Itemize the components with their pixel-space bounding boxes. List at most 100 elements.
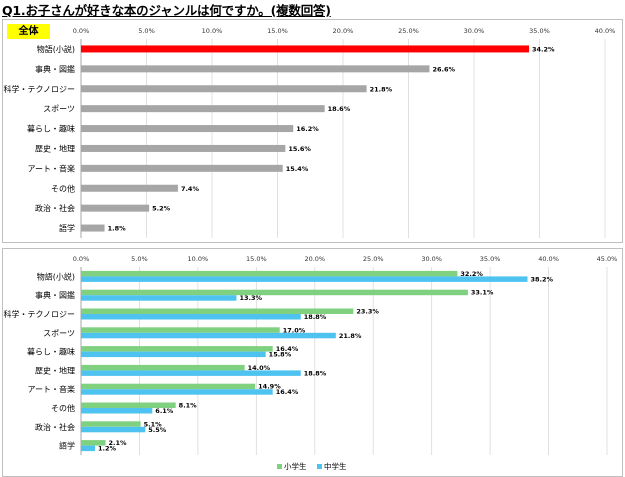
category-label: 暮らし・趣味 (27, 124, 75, 134)
grade-comparison-chart: 0.0% 5.0% 10.0% 15.0% 20.0% 25.0% 30.0% 35.0% 40… (3, 255, 618, 471)
data-label: 5.5% (148, 426, 167, 434)
category-label: 物語(小説) (37, 44, 75, 54)
x-tick-label: 10.0% (188, 255, 209, 263)
x-tick-label: 35.0% (529, 27, 550, 35)
x-tick-label: 35.0% (480, 255, 501, 263)
legend-swatch (317, 464, 322, 469)
data-label: 16.4% (276, 388, 299, 396)
bar-elementary (81, 402, 176, 408)
bar-junior-high (81, 351, 266, 358)
data-label: 26.6% (432, 65, 455, 73)
category-label: 政治・社会 (35, 203, 75, 213)
data-label: 18.6% (328, 105, 351, 113)
bar-elementary (81, 289, 468, 296)
data-label: 23.3% (356, 308, 379, 316)
data-label: 15.6% (288, 145, 311, 153)
bar-junior-high (81, 445, 96, 452)
overall-chart: 0.0% 5.0% 10.0% 15.0% 20.0% 25.0% 30.0% 35.0% 40… (3, 27, 616, 238)
data-label: 8.1% (179, 402, 198, 410)
data-label: 13.3% (239, 294, 262, 302)
bar-junior-high (81, 276, 528, 282)
data-label: 21.8% (339, 332, 362, 340)
data-label: 5.1% (144, 420, 163, 428)
category-label: 物語(小説) (37, 271, 75, 281)
data-label: 15.8% (269, 351, 292, 359)
category-label: スポーツ (43, 329, 75, 338)
data-label: 2.1% (109, 439, 128, 447)
category-label: その他 (51, 183, 75, 193)
category-label: その他 (51, 403, 75, 413)
bar (81, 45, 530, 53)
x-tick-label: 25.0% (363, 255, 384, 263)
bar (81, 164, 283, 172)
x-tick-label: 15.0% (267, 27, 288, 35)
bar-junior-high (81, 408, 153, 414)
bar-elementary (81, 440, 106, 446)
bar-elementary (81, 308, 354, 314)
overall-badge: 全体 (7, 24, 50, 39)
bar-junior-high (81, 314, 301, 320)
x-tick-label: 0.0% (73, 255, 90, 263)
bar (81, 184, 178, 192)
overall-chart-panel: 全体 0.0% 5.0% 10.0% 15.0% 20.0% 25.0% 30.0% 35.0… (2, 19, 623, 243)
bar-junior-high (81, 332, 336, 339)
bar-junior-high (81, 295, 237, 301)
bar (81, 204, 150, 212)
bar (81, 85, 367, 93)
category-label: 政治・社会 (35, 422, 75, 432)
category-label: アート・音楽 (27, 384, 75, 394)
bar-elementary (81, 383, 256, 390)
bar (81, 125, 294, 133)
x-tick-label: 25.0% (398, 27, 419, 35)
x-tick-label: 30.0% (421, 255, 442, 263)
x-tick-label: 15.0% (246, 255, 267, 263)
category-label: 語学 (59, 223, 75, 233)
x-tick-label: 40.0% (595, 27, 616, 35)
x-tick-label: 45.0% (597, 255, 618, 263)
category-label: 事典・図鑑 (35, 290, 75, 300)
x-tick-label: 30.0% (464, 27, 485, 35)
category-label: 科学・テクノロジー (3, 84, 75, 94)
data-label: 34.2% (532, 45, 555, 53)
bar-junior-high (81, 370, 301, 376)
bar-elementary (81, 346, 273, 352)
x-tick-label: 40.0% (538, 255, 559, 263)
grade-comparison-chart-panel: 0.0% 5.0% 10.0% 15.0% 20.0% 25.0% 30.0% 35.0% 40… (2, 248, 623, 477)
data-label: 14.0% (248, 364, 271, 372)
bar-junior-high (81, 389, 273, 395)
data-label: 15.4% (286, 165, 309, 173)
legend-swatch (277, 464, 282, 469)
bar-elementary (81, 421, 141, 427)
category-label: アート・音楽 (27, 163, 75, 173)
data-label: 16.2% (296, 125, 319, 133)
category-label: 科学・テクノロジー (3, 309, 75, 319)
data-label: 38.2% (531, 275, 554, 283)
data-label: 16.4% (276, 345, 299, 353)
bar (81, 224, 105, 232)
data-label: 1.2% (98, 445, 117, 453)
bar (81, 144, 286, 152)
legend-label: 中学生 (324, 461, 347, 471)
category-label: スポーツ (43, 105, 75, 114)
bar-elementary (81, 364, 245, 371)
category-label: 暮らし・趣味 (27, 347, 75, 357)
x-tick-label: 20.0% (333, 27, 354, 35)
category-label: 歴史・地理 (35, 143, 75, 153)
x-tick-label: 10.0% (202, 27, 223, 35)
bar (81, 105, 325, 113)
category-label: 語学 (59, 441, 75, 451)
bar (81, 65, 430, 73)
bar-elementary (81, 327, 280, 333)
x-tick-label: 5.0% (131, 255, 148, 263)
data-label: 1.8% (108, 225, 127, 233)
page-title: Q1.お子さんが好きな本のジャンルは何ですか。(複数回答) (2, 3, 331, 18)
data-label: 7.4% (181, 185, 200, 193)
category-label: 歴史・地理 (35, 365, 75, 375)
bar-elementary (81, 270, 458, 277)
data-label: 14.9% (258, 383, 281, 391)
data-label: 17.0% (283, 326, 306, 334)
data-label: 18.8% (304, 313, 327, 321)
data-label: 5.2% (152, 205, 171, 213)
data-label: 18.8% (304, 369, 327, 377)
legend-label: 小学生 (284, 461, 307, 471)
